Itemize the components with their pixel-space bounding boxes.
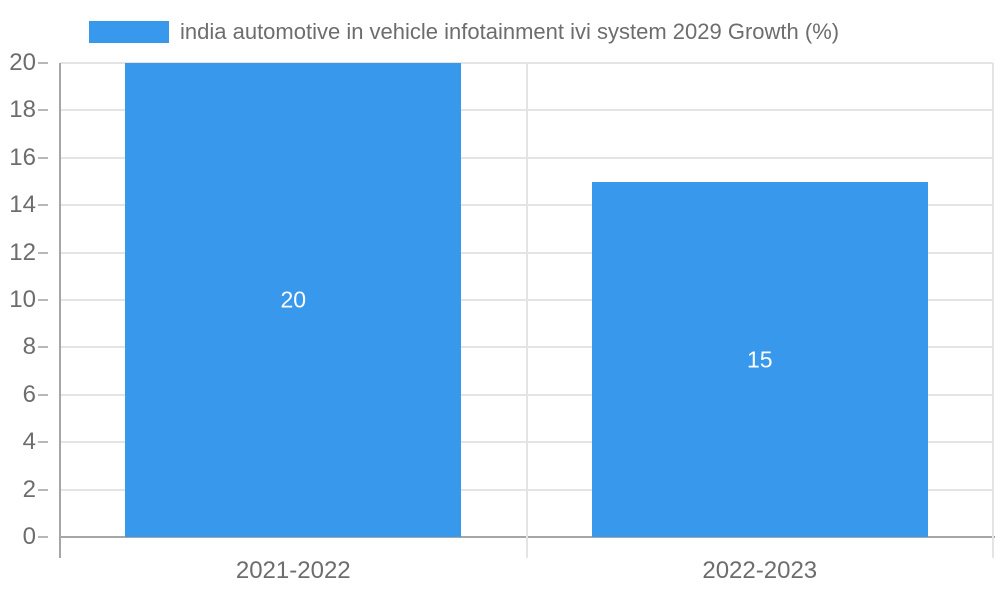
- y-axis-tick-label: 8: [22, 333, 36, 360]
- legend-item[interactable]: india automotive in vehicle infotainment…: [89, 15, 839, 49]
- y-axis-tick: [38, 441, 48, 443]
- x-axis-label: 2022-2023: [702, 557, 818, 584]
- y-axis-tick: [38, 204, 48, 206]
- x-axis-label: 2021-2022: [235, 557, 351, 584]
- y-axis-tick: [38, 157, 48, 159]
- y-axis-tick-label: 12: [9, 239, 36, 266]
- y-axis-tick: [38, 62, 48, 64]
- bar-value-label: 15: [746, 346, 773, 372]
- bar[interactable]: [125, 63, 461, 537]
- y-axis-tick-label: 10: [9, 286, 36, 313]
- y-axis-tick-label: 16: [9, 144, 36, 171]
- category-separator-line: [525, 63, 528, 558]
- y-axis-line: [59, 63, 61, 558]
- x-axis-line: [60, 536, 995, 538]
- y-axis-tick: [38, 346, 48, 348]
- y-axis-tick: [38, 536, 48, 538]
- y-axis-tick-label: 0: [22, 523, 36, 550]
- y-axis-tick: [38, 252, 48, 254]
- y-axis-tick: [38, 489, 48, 491]
- y-axis-tick-label: 14: [9, 191, 36, 218]
- y-axis-tick-label: 18: [9, 96, 36, 123]
- legend-swatch: [89, 21, 169, 43]
- y-axis-tick-label: 6: [22, 381, 36, 408]
- y-axis-tick: [38, 109, 48, 111]
- y-axis-tick: [38, 299, 48, 301]
- y-axis-tick-label: 20: [9, 49, 36, 76]
- bar[interactable]: [592, 182, 928, 537]
- y-axis-tick: [38, 394, 48, 396]
- plot-right-border: [992, 63, 994, 558]
- y-axis-tick-label: 2: [22, 476, 36, 503]
- bar-value-label: 20: [280, 286, 307, 313]
- y-axis-tick-label: 4: [22, 428, 36, 455]
- legend-label: india automotive in vehicle infotainment…: [180, 19, 840, 44]
